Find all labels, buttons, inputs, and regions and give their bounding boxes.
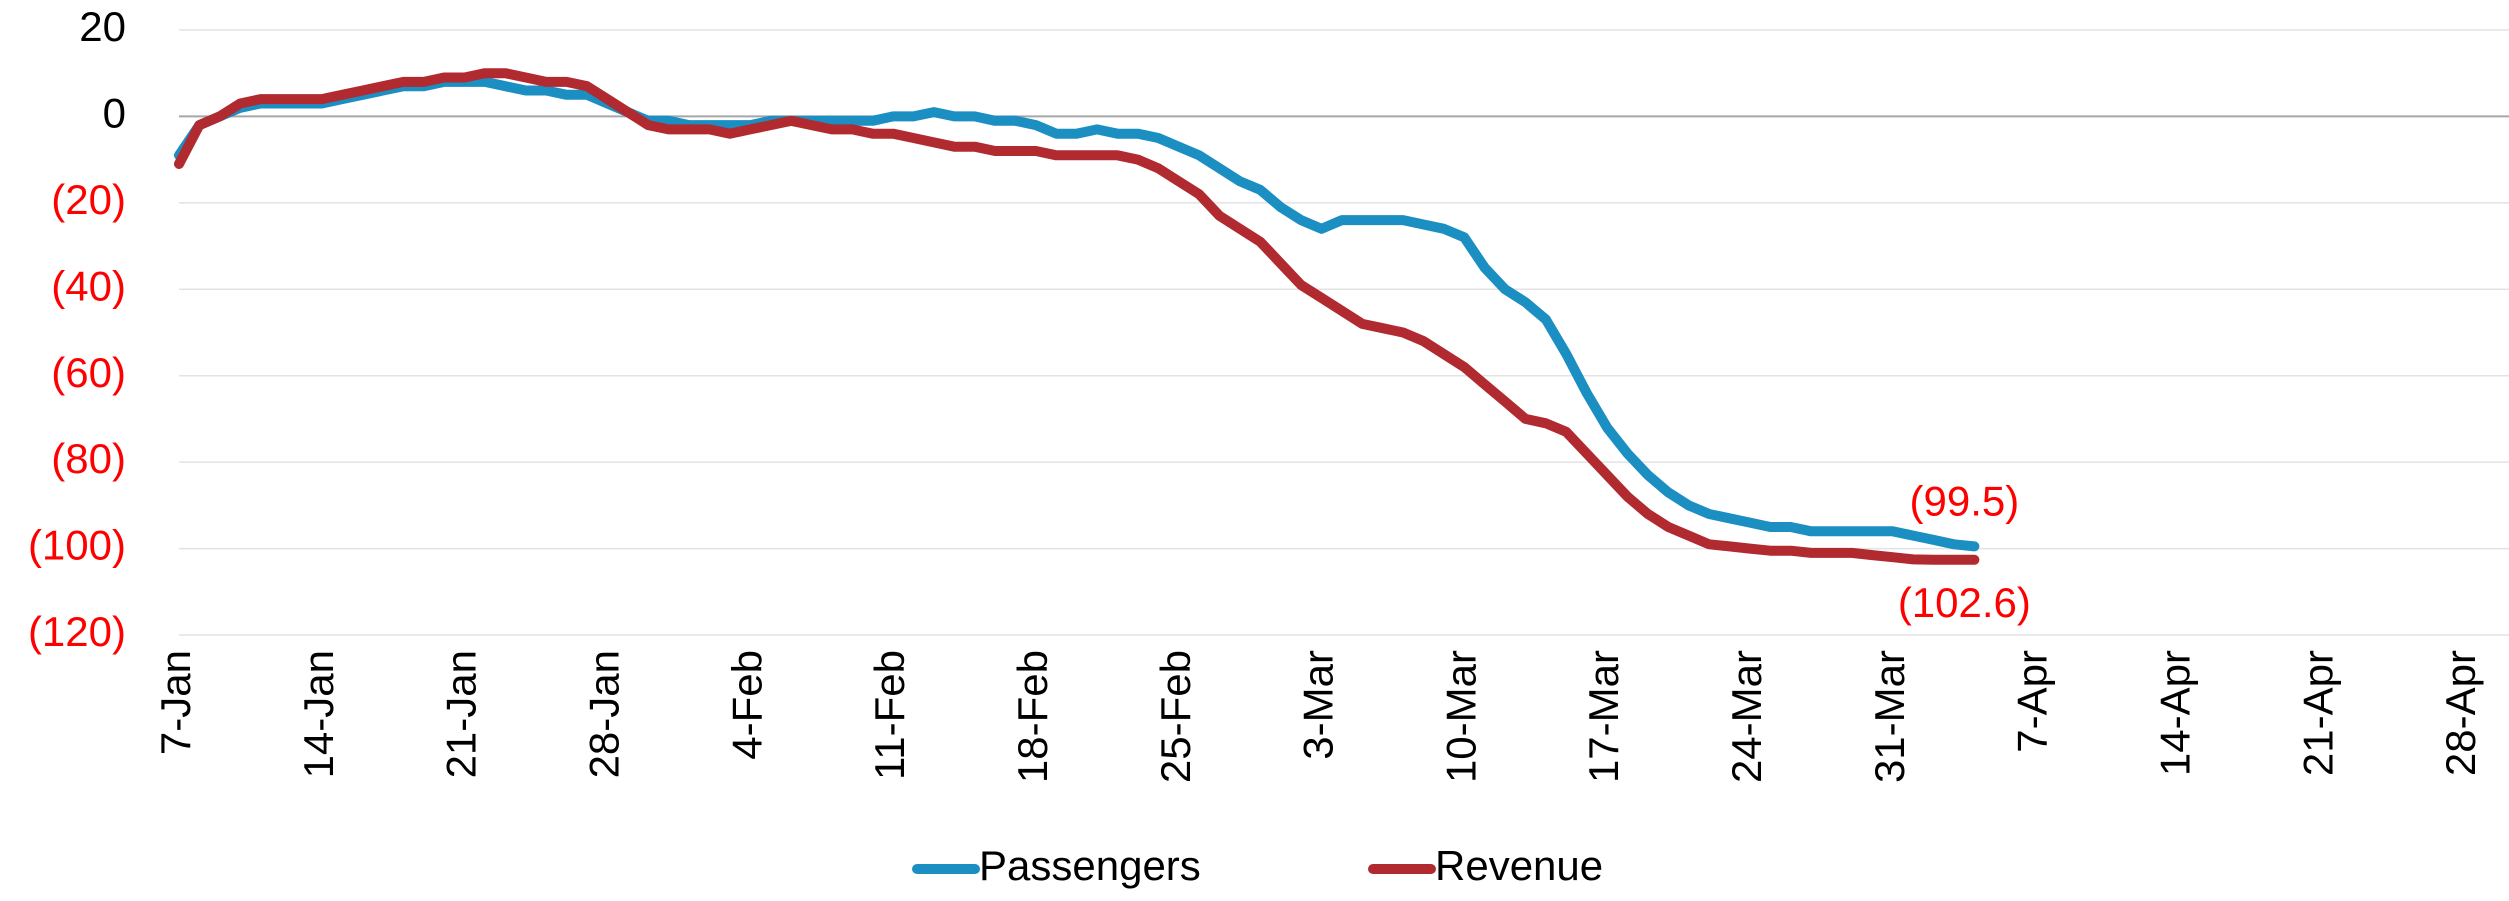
y-tick-label: (100) <box>28 522 126 569</box>
x-tick-label: 11-Feb <box>866 650 913 780</box>
y-tick-label: (80) <box>51 435 126 482</box>
x-tick-label: 18-Feb <box>1009 650 1056 783</box>
x-tick-label: 25-Feb <box>1152 650 1199 783</box>
x-tick-label: 21-Apr <box>2294 650 2341 776</box>
x-tick-label: 21-Jan <box>438 650 485 778</box>
series-line <box>174 68 1980 565</box>
x-tick-label: 17-Mar <box>1580 650 1627 783</box>
x-tick-label: 31-Mar <box>1866 650 1913 783</box>
y-tick-label: (40) <box>51 262 126 309</box>
y-tick-label: 0 <box>103 90 126 137</box>
data-label: (99.5) <box>1909 478 2019 525</box>
x-tick-label: 10-Mar <box>1437 650 1484 783</box>
x-tick-label: 3-Mar <box>1295 650 1342 760</box>
data-label: (102.6) <box>1898 579 2031 626</box>
x-tick-label: 24-Mar <box>1723 650 1770 783</box>
legend-label: Revenue <box>1435 842 1603 889</box>
y-tick-label: (120) <box>28 608 126 655</box>
x-tick-label: 7-Jan <box>152 650 199 755</box>
x-tick-label: 14-Jan <box>295 650 342 778</box>
y-tick-label: 20 <box>79 3 126 50</box>
x-tick-label: 4-Feb <box>723 650 770 760</box>
x-tick-label: 14-Apr <box>2151 650 2198 776</box>
x-tick-label: 28-Jan <box>581 650 628 778</box>
x-tick-label: 7-Apr <box>2009 650 2056 753</box>
y-tick-label: (60) <box>51 349 126 396</box>
y-tick-label: (20) <box>51 176 126 223</box>
x-tick-label: 28-Apr <box>2437 650 2484 776</box>
series-line <box>174 76 1980 552</box>
legend-label: Passengers <box>979 842 1201 889</box>
